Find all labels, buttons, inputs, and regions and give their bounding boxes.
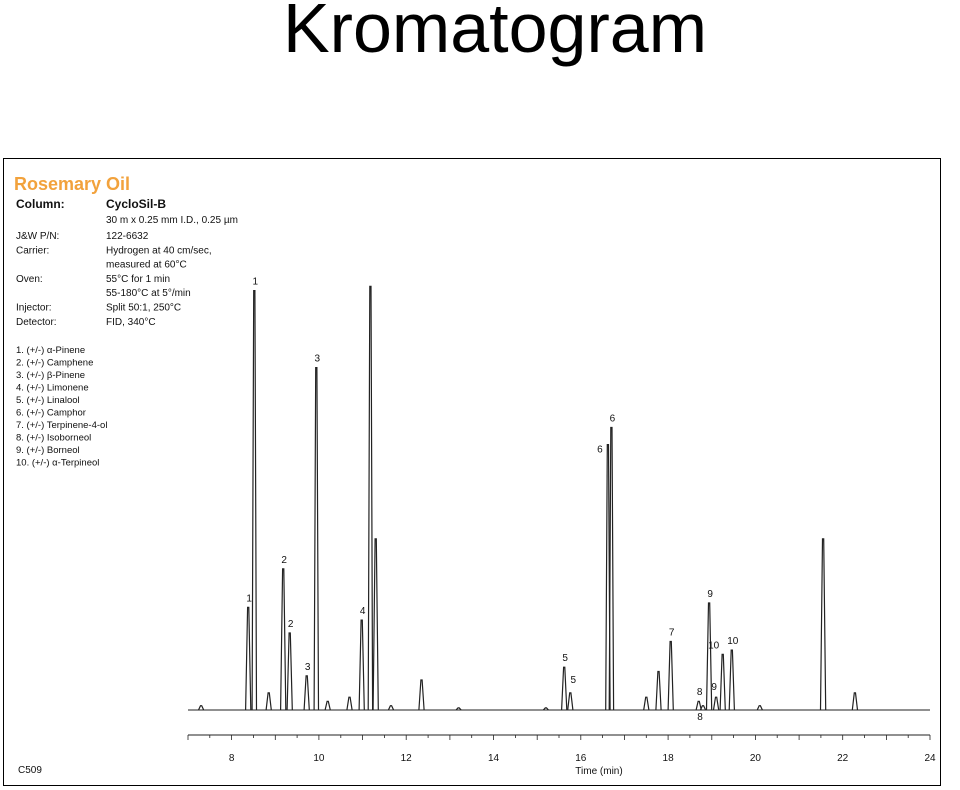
chromatogram-peak [245, 606, 252, 711]
column-spec: 30 m x 0.25 mm I.D., 0.25 µm [106, 215, 238, 226]
chromatogram-peak [286, 632, 293, 711]
slide-title: Kromatogram [282, 0, 708, 67]
x-tick-label: 8 [229, 753, 235, 764]
compound-item: 4. (+/-) Limonene [16, 383, 89, 394]
chromatogram-peak [695, 700, 702, 711]
chromatogram-peak [324, 700, 331, 711]
chromatogram-peak [387, 705, 395, 711]
compound-item: 5. (+/-) Linalool [16, 395, 80, 406]
peak-label: 5 [562, 653, 568, 664]
peak-label: 1 [246, 593, 252, 604]
compound-item: 2. (+/-) Camphene [16, 358, 93, 369]
peak-label: 2 [281, 555, 287, 566]
chromatogram-peak [728, 649, 735, 711]
peak-label: 6 [610, 414, 616, 425]
chromatogram-peak [699, 705, 707, 711]
chromatogram-peak [643, 696, 650, 711]
x-axis: 8 10 12 14 16 18 20 22 24 [187, 734, 936, 764]
compound-item: 8. (+/-) Isoborneol [16, 433, 91, 444]
chromatogram-peak [567, 692, 574, 711]
peak-label: 4 [360, 606, 366, 617]
chromatogram-peak [358, 619, 365, 711]
figure-code: C509 [18, 765, 42, 776]
chromatogram-peak [605, 444, 611, 711]
compound-item: 10. (+/-) α-Terpineol [16, 458, 99, 469]
x-tick-label: 10 [313, 753, 325, 764]
chromatogram-peak [712, 696, 720, 711]
x-tick-label: 20 [750, 753, 762, 764]
chromatogram-peak [608, 426, 615, 711]
peak-label: 10 [727, 636, 739, 647]
chromatogram-peak [719, 653, 726, 711]
figure-frame [3, 158, 941, 786]
chromatogram-peak [655, 670, 662, 711]
x-tick-label: 24 [924, 753, 936, 764]
chromatogram-peak [756, 705, 763, 711]
condition-key: Oven: [16, 274, 43, 285]
peak-label: 2 [288, 619, 294, 630]
chromatogram-peak [372, 538, 379, 711]
chromatogram-peak [280, 568, 287, 711]
condition-key: Carrier: [16, 245, 49, 256]
condition-key: Detector: [16, 317, 57, 328]
condition-key: Injector: [16, 303, 52, 314]
condition-value: Split 50:1, 250°C [106, 303, 181, 314]
chromatogram-peak [313, 367, 320, 711]
peak-label: 10 [708, 640, 720, 651]
sample-name: Rosemary Oil [14, 174, 130, 194]
peak-label: 6 [597, 445, 603, 456]
condition-key: J&W P/N: [16, 231, 59, 242]
x-tick-label: 16 [575, 753, 587, 764]
peak-label: 3 [315, 354, 321, 365]
chromatogram-peak [418, 679, 425, 711]
chromatogram-peak [705, 602, 713, 711]
peak-label: 1 [253, 277, 259, 288]
chromatogram-peak [346, 696, 353, 711]
condition-value: FID, 340°C [106, 317, 156, 328]
chromatogram-peak [367, 285, 374, 711]
peak-label: 7 [669, 628, 675, 639]
x-tick-label: 22 [837, 753, 849, 764]
chromatogram-peak [303, 675, 310, 711]
chromatogram-peak [561, 666, 568, 711]
x-tick-label: 18 [663, 753, 675, 764]
condition-value: 55°C for 1 min [106, 274, 170, 285]
condition-value: 55-180°C at 5°/min [106, 288, 191, 299]
chromatogram-peak [851, 692, 859, 711]
column-value: CycloSil-B [106, 197, 166, 211]
peak-label: 8 [697, 712, 703, 723]
x-axis-label: Time (min) [575, 766, 622, 777]
compound-item: 9. (+/-) Borneol [16, 445, 80, 456]
peak-label: 8 [697, 687, 703, 698]
conditions-table: J&W P/N: 122-6632 Carrier: Hydrogen at 40 c… [16, 231, 212, 328]
chromatogram-peak [251, 290, 258, 711]
chromatogram-peak [265, 692, 272, 711]
compound-item: 7. (+/-) Terpinene-4-ol [16, 420, 107, 431]
x-tick-label: 14 [488, 753, 500, 764]
chromatogram-peak [667, 640, 674, 711]
compound-item: 1. (+/-) α-Pinene [16, 345, 85, 356]
peak-label: 9 [711, 682, 717, 693]
condition-value: measured at 60°C [106, 260, 187, 271]
chromatogram-peak [197, 705, 205, 711]
trace-layer [188, 285, 930, 711]
compound-item: 3. (+/-) β-Pinene [16, 370, 85, 381]
chromatogram-peak [819, 538, 827, 711]
peak-label: 5 [571, 675, 577, 686]
peak-label: 9 [707, 589, 713, 600]
condition-value: 122-6632 [106, 231, 149, 242]
column-key: Column: [16, 197, 65, 211]
compound-item: 6. (+/-) Camphor [16, 408, 86, 419]
peak-label: 3 [305, 662, 311, 673]
chromatogram-peak [542, 707, 549, 711]
chromatogram-peak [455, 707, 462, 711]
x-tick-label: 12 [401, 753, 413, 764]
condition-value: Hydrogen at 40 cm/sec, [106, 245, 212, 256]
